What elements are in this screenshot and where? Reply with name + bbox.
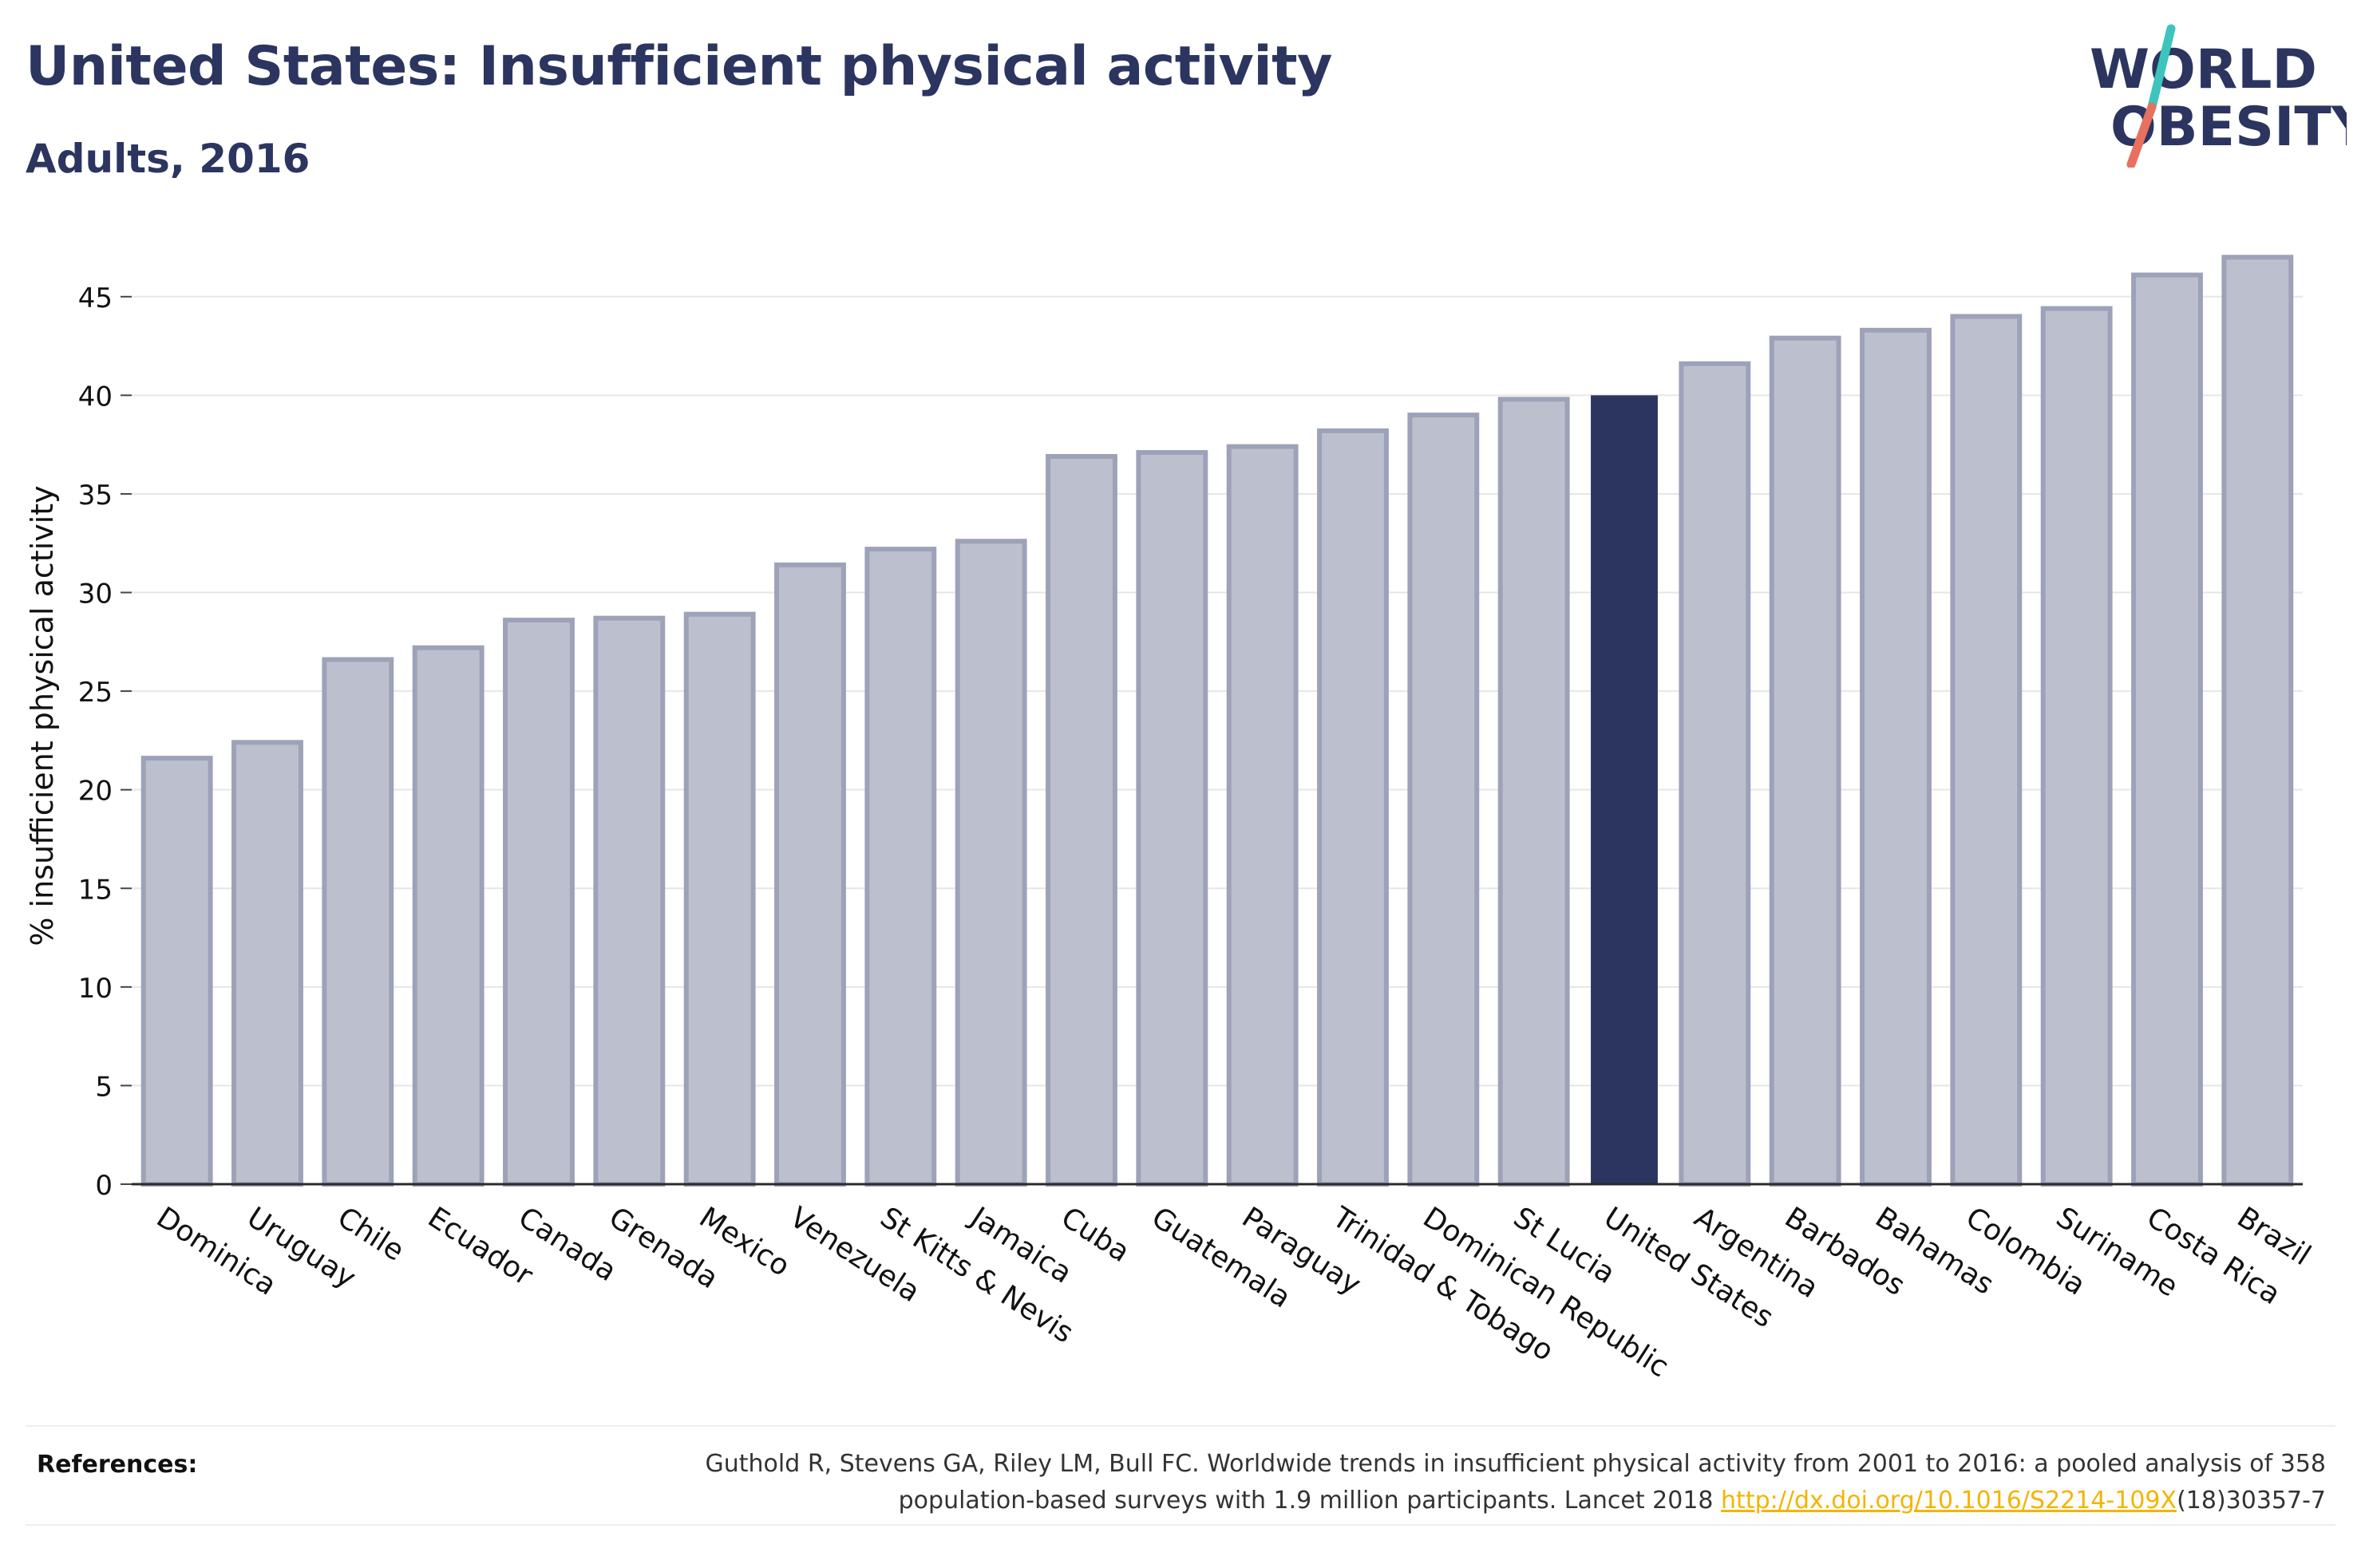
- y-tick-label: 20: [78, 776, 113, 808]
- y-tick-label: 30: [78, 579, 113, 610]
- bar: [1317, 428, 1389, 1187]
- references-text: Guthold R, Stevens GA, Riley LM, Bull FC…: [610, 1446, 2326, 1519]
- y-tick-label: 40: [78, 381, 113, 413]
- bar: [1679, 361, 1751, 1187]
- references-label: References:: [37, 1451, 198, 1479]
- bar: [683, 611, 756, 1187]
- bar: [412, 645, 484, 1187]
- y-tick-label: 25: [78, 677, 113, 709]
- grid-lines: [132, 295, 2303, 1087]
- page-subtitle: Adults, 2016: [26, 136, 310, 182]
- reference-citation: Guthold R, Stevens GA, Riley LM, Bull FC…: [705, 1450, 2326, 1515]
- bar: [140, 756, 213, 1187]
- bar: [1769, 335, 1841, 1187]
- bar: [1407, 413, 1480, 1187]
- y-tick-label: 35: [78, 480, 113, 511]
- bar: [774, 562, 846, 1187]
- page-title: United States: Insufficient physical act…: [26, 35, 1333, 98]
- logo-word-world: WORLD: [2090, 38, 2317, 101]
- references-top-rule: [26, 1425, 2335, 1427]
- bar: [1046, 453, 1117, 1187]
- bars: [140, 255, 2294, 1187]
- bar: [231, 740, 303, 1187]
- bar: [593, 615, 666, 1187]
- bar: [1226, 444, 1299, 1187]
- bar: [2131, 272, 2203, 1187]
- bar-highlight: [1591, 395, 1658, 1184]
- logo-slash-bottom: [2126, 102, 2157, 168]
- bar: [955, 539, 1027, 1187]
- reference-citation-suffix: (18)30357-7: [2177, 1487, 2326, 1515]
- reference-doi-link[interactable]: http://dx.doi.org/10.1016/S2214-109X: [1721, 1487, 2177, 1515]
- y-axis-label: % insufficient physical activity: [25, 485, 60, 946]
- bar: [1950, 314, 2023, 1187]
- bar: [1860, 327, 1932, 1187]
- bar: [1497, 397, 1570, 1187]
- y-tick-label: 0: [95, 1170, 113, 1202]
- y-tick-label: 10: [78, 973, 113, 1005]
- y-tick-label: 45: [78, 282, 113, 314]
- bar: [864, 547, 937, 1187]
- bar: [503, 618, 575, 1187]
- world-obesity-logo: WORLD OBESITY: [2090, 24, 2347, 168]
- bar: [2221, 255, 2294, 1187]
- logo-slash-top: [2147, 24, 2176, 112]
- bar: [2040, 306, 2113, 1187]
- y-tick-label: 15: [78, 874, 113, 906]
- bar: [322, 657, 394, 1187]
- y-tick-label: 5: [95, 1071, 113, 1103]
- bar: [1136, 450, 1208, 1187]
- references-bottom-rule: [26, 1524, 2335, 1526]
